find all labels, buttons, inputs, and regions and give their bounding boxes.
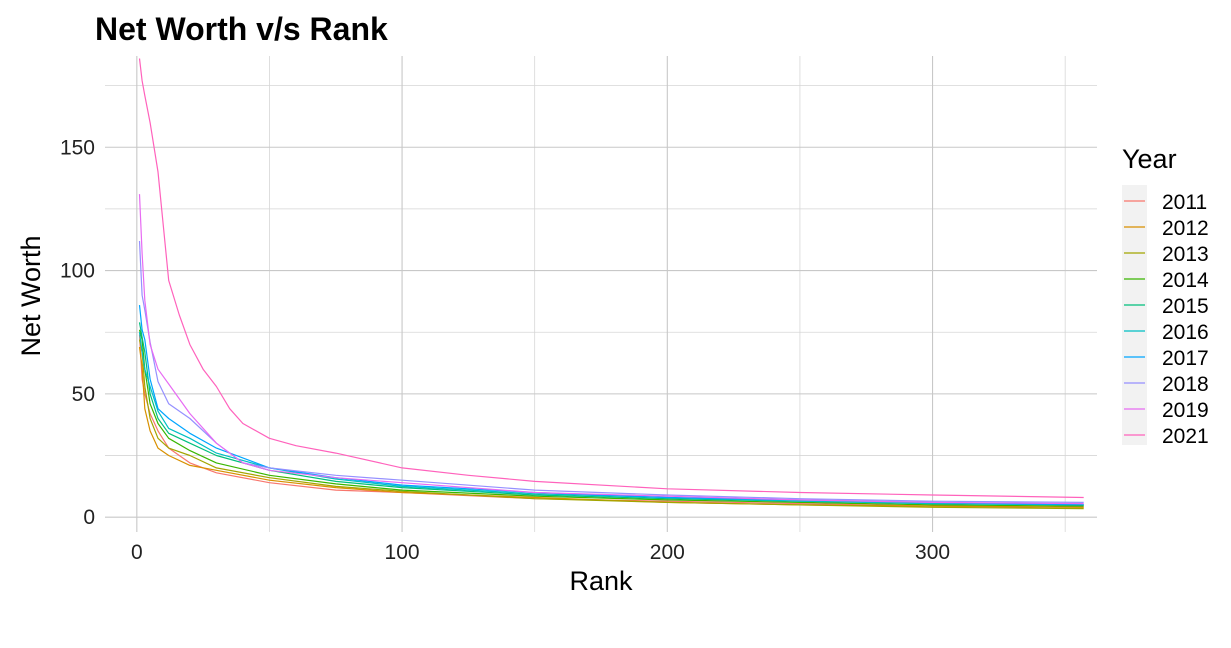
legend-label-2012: 2012 [1162, 217, 1209, 240]
y-tick-label: 50 [72, 383, 95, 406]
legend-label-2019: 2019 [1162, 399, 1209, 422]
x-tick-label: 300 [915, 541, 950, 564]
axis-tick-labels: 0 100 200 300 0 50 100 150 [60, 136, 950, 564]
series-line-2012 [138, 346, 1084, 508]
legend-label-2014: 2014 [1162, 269, 1209, 292]
y-axis-title: Net Worth [16, 235, 46, 356]
grid-lines [105, 56, 1097, 532]
series-line-2019 [138, 194, 1084, 505]
series-line-2015 [138, 322, 1084, 506]
series-line-2014 [138, 329, 1084, 507]
legend-label-2021: 2021 [1162, 425, 1209, 448]
series-line-2021 [138, 58, 1084, 499]
legend-label-2016: 2016 [1162, 321, 1209, 344]
legend-label-2013: 2013 [1162, 243, 1209, 266]
series-line-2017 [138, 305, 1084, 506]
legend-key-background [1122, 185, 1147, 445]
series-lines [138, 58, 1084, 510]
y-tick-label: 0 [83, 506, 95, 529]
legend-label-2017: 2017 [1162, 347, 1209, 370]
x-tick-label: 0 [131, 541, 143, 564]
legend-label-2011: 2011 [1162, 191, 1207, 214]
legend-label-2015: 2015 [1162, 295, 1209, 318]
y-tick-label: 100 [60, 260, 95, 283]
legend-title: Year [1122, 144, 1177, 174]
legend: Year 20112012201320142015201620172018201… [1122, 144, 1209, 448]
chart-title: Net Worth v/s Rank [95, 11, 388, 47]
series-line-2013 [138, 339, 1084, 510]
series-line-2016 [138, 332, 1084, 506]
legend-items: 2011 2012 2013 2014 2015 2016 2017 2018 2019 2021 [1124, 191, 1209, 448]
y-tick-label: 150 [60, 136, 95, 159]
x-tick-label: 200 [650, 541, 685, 564]
series-line-2018 [138, 240, 1084, 503]
legend-label-2018: 2018 [1162, 373, 1209, 396]
x-axis-title: Rank [569, 566, 633, 596]
x-tick-label: 100 [385, 541, 420, 564]
